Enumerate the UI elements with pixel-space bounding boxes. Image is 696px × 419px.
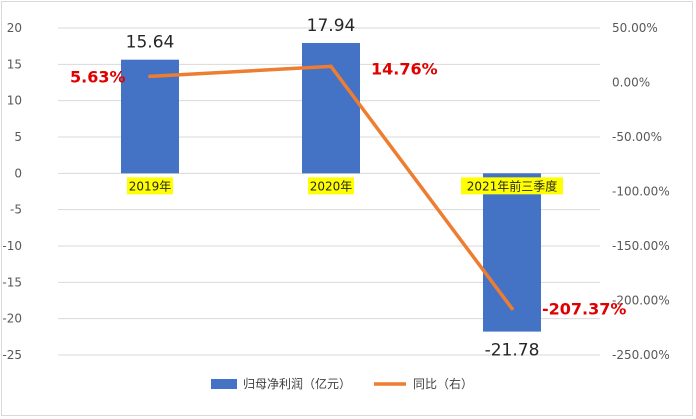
- bar: [302, 42, 360, 174]
- right-axis-ticks: 50.00% 0.00% -50.00% -100.00% -150.00% -200.0…: [612, 21, 670, 362]
- left-tick-label: -25: [2, 348, 22, 362]
- left-tick-label: 10: [7, 94, 22, 108]
- legend-bar-label: 归母净利润（亿元）: [243, 376, 351, 391]
- left-tick-label: 20: [7, 21, 22, 35]
- right-tick-label: -100.00%: [612, 185, 670, 199]
- legend-bar-swatch: [211, 379, 237, 389]
- right-tick-label: 0.00%: [612, 76, 650, 90]
- line-point: [148, 74, 152, 79]
- left-tick-label: -15: [2, 275, 22, 289]
- left-tick-label: -10: [2, 239, 22, 253]
- line-series: [148, 64, 514, 311]
- bar-value-label: 17.94: [307, 16, 356, 36]
- legend-line-label: 同比（右）: [413, 376, 473, 391]
- right-tick-label: -50.00%: [612, 130, 662, 144]
- category-labels: 2019年 2020年 2021年前三季度: [127, 177, 563, 195]
- category-label: 2020年: [310, 179, 353, 193]
- left-tick-label: -20: [2, 312, 22, 326]
- left-axis-ticks: 20 15 10 5 0 -5 -10 -15 -20 -25: [2, 21, 22, 362]
- right-tick-label: -200.00%: [612, 294, 670, 308]
- left-tick-label: 0: [14, 166, 22, 180]
- bar-value-label: -21.78: [485, 341, 540, 361]
- category-highlight: [127, 177, 173, 195]
- left-tick-label: 5: [14, 130, 22, 144]
- line-value-label: 5.63%: [70, 67, 126, 86]
- line-point: [510, 306, 514, 311]
- data-labels: 15.64 17.94 -21.78 5.63% 14.76% -207.37%: [70, 16, 626, 361]
- legend: 归母净利润（亿元） 同比（右）: [211, 376, 473, 391]
- right-tick-label: -250.00%: [612, 348, 670, 362]
- bar: [483, 173, 541, 332]
- line-value-label: -207.37%: [542, 300, 626, 319]
- category-label: 2021年前三季度: [467, 178, 558, 193]
- bar-value-label: 15.64: [126, 33, 175, 53]
- bar: [121, 59, 179, 174]
- right-tick-label: -150.00%: [612, 239, 670, 253]
- right-tick-label: 50.00%: [612, 21, 658, 35]
- category-label: 2019年: [129, 179, 172, 193]
- category-highlight: [461, 177, 563, 195]
- category-highlight: [308, 177, 354, 195]
- line-point: [329, 64, 333, 69]
- left-tick-label: 15: [7, 57, 22, 71]
- line-value-label: 14.76%: [371, 59, 438, 78]
- left-tick-label: -5: [10, 203, 22, 217]
